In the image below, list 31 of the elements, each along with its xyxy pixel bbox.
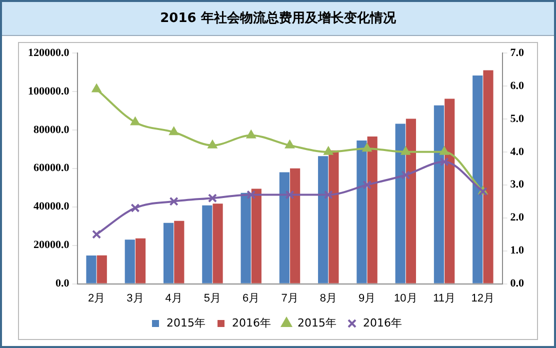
y2-tick-label: 5.0 (510, 112, 524, 125)
x-tick-label: 10月 (394, 292, 418, 304)
y-tick-label: 40000.0 (34, 200, 70, 213)
y2-tick-label: 0.0 (510, 278, 524, 290)
x-tick-label: 11月 (433, 292, 456, 304)
y-tick-label: 20000.0 (34, 239, 70, 252)
y-tick-label: 80000.0 (34, 124, 70, 136)
x-tick-label: 12月 (471, 292, 495, 304)
y2-tick-label: 4.0 (510, 146, 524, 158)
y2-tick-label: 6.0 (510, 80, 524, 92)
y-tick-label: 100000.0 (28, 85, 70, 98)
y2-tick-label: 3.0 (510, 178, 524, 191)
x-tick-label: 3月 (126, 292, 144, 304)
y-tick-label: 60000.0 (34, 162, 70, 174)
x-tick-label: 6月 (242, 292, 260, 304)
y2-tick-label: 1.0 (510, 244, 524, 257)
y2-tick-label: 7.0 (510, 46, 524, 59)
x-tick-label: 5月 (204, 292, 222, 304)
chart-title: 2016 年社会物流总费用及增长变化情况 (2, 2, 554, 36)
x-tick-label: 8月 (320, 292, 337, 304)
legend-label: 2016年 (362, 316, 402, 330)
legend-label: 2015年 (298, 316, 336, 330)
x-tick-label: 2月 (88, 292, 106, 304)
y2-tick-label: 2.0 (510, 212, 524, 224)
legend-label: 2016年 (232, 316, 272, 330)
x-tick-label: 9月 (358, 292, 376, 304)
legend-label: 2015年 (166, 316, 206, 330)
x-tick-label: 4月 (165, 292, 182, 304)
y-tick-label: 0.0 (56, 278, 70, 290)
x-tick-label: 7月 (281, 292, 298, 304)
y-tick-label: 120000.0 (28, 46, 70, 59)
